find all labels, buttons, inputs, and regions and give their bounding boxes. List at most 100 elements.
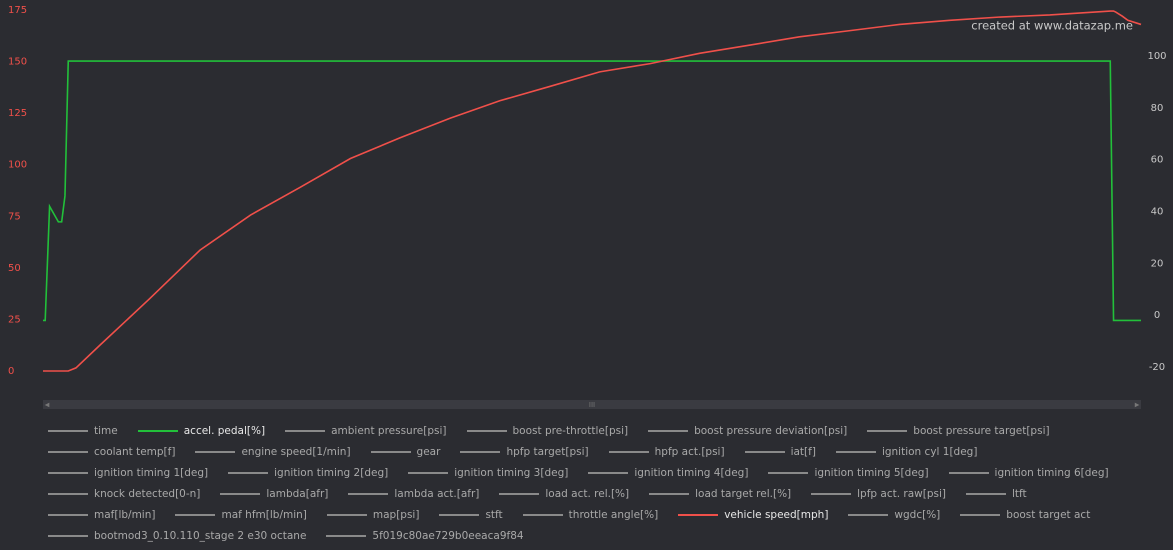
legend-label: throttle angle[%] [568,508,659,521]
y2-tick-label: 0 [1154,310,1160,321]
legend-item[interactable]: iat[f] [744,443,816,460]
legend-item[interactable]: wgdc[%] [848,506,940,523]
legend-swatch [966,492,1007,495]
legend-item[interactable]: boost pre-throttle[psi] [466,422,629,439]
legend-item[interactable]: map[psi] [326,506,420,523]
legend-label: ignition timing 6[deg] [994,466,1109,479]
legend-item[interactable]: gear [370,443,440,460]
legend-swatch [649,492,690,495]
legend-item[interactable]: engine speed[1/min] [195,443,351,460]
legend-item[interactable]: ignition cyl 1[deg] [835,443,978,460]
y2-tick-label: 40 [1151,207,1164,218]
legend-item[interactable]: load target rel.[%] [649,485,791,502]
y2-tick-label: 80 [1151,103,1164,114]
legend-swatch [285,429,326,432]
legend: time accel. pedal[%] ambient pressure[psi]… [48,422,1148,544]
legend-swatch [326,534,367,537]
legend-item[interactable]: time [48,422,118,439]
legend-swatch [588,471,629,474]
legend-item[interactable]: boost pressure deviation[psi] [648,422,847,439]
legend-item[interactable]: bootmod3_0.10.110_stage 2 e30 octane [48,527,306,544]
legend-label: boost pre-throttle[psi] [512,424,629,437]
legend-item[interactable]: 5f019c80ae729b0eeaca9f84 [326,527,524,544]
legend-swatch [744,450,785,453]
legend-swatch [370,450,411,453]
legend-item[interactable]: ignition timing 4[deg] [588,464,748,481]
y-tick-label: 175 [8,5,27,16]
legend-label: 5f019c80ae729b0eeaca9f84 [372,529,524,542]
legend-item[interactable]: ltft [966,485,1027,502]
legend-label: ignition timing 2[deg] [274,466,389,479]
legend-item[interactable]: ignition timing 6[deg] [948,464,1109,481]
legend-swatch [522,513,563,516]
legend-label: ltft [1012,487,1027,500]
legend-swatch [48,534,88,537]
legend-label: hpfp act.[psi] [654,445,725,458]
legend-label: ignition timing 4[deg] [634,466,749,479]
legend-item[interactable]: lpfp act. raw[psi] [811,485,946,502]
y-tick-label: 100 [8,160,27,171]
legend-item[interactable]: boost pressure target[psi] [867,422,1050,439]
legend-label: wgdc[%] [894,508,941,521]
legend-swatch [48,429,88,432]
legend-item[interactable]: load act. rel.[%] [499,485,629,502]
legend-item[interactable]: accel. pedal[%] [137,422,266,439]
y2-tick-label: -20 [1149,362,1165,373]
legend-swatch [48,513,88,516]
y-tick-label: 150 [8,57,27,68]
legend-label: hpfp target[psi] [506,445,589,458]
legend-item[interactable]: boost target act [960,506,1090,523]
legend-label: boost pressure deviation[psi] [694,424,848,437]
legend-item[interactable]: coolant temp[f] [48,443,175,460]
legend-swatch [175,513,216,516]
legend-label: lambda act.[afr] [394,487,480,500]
legend-label: ignition cyl 1[deg] [881,445,978,458]
legend-label: iat[f] [790,445,816,458]
legend-label: map[psi] [372,508,420,521]
legend-label: accel. pedal[%] [183,424,266,437]
legend-item[interactable]: ambient pressure[psi] [285,422,447,439]
legend-swatch [48,492,88,495]
legend-swatch [326,513,367,516]
legend-item[interactable]: lambda[afr] [220,485,328,502]
legend-swatch [220,492,261,495]
legend-item[interactable]: hpfp target[psi] [460,443,589,460]
scroll-right[interactable]: ▶ [1135,402,1140,409]
y-tick-label: 25 [8,314,21,325]
legend-item[interactable]: ignition timing 2[deg] [228,464,388,481]
chart: created at www.datazap.me III ◀ ▶ 0 25 50 7… [8,5,1167,409]
legend-swatch [768,471,809,474]
legend-swatch [48,450,88,453]
legend-label: ignition timing 3[deg] [454,466,569,479]
scrollbar[interactable] [43,400,1141,409]
legend-item[interactable]: maf[lb/min] [48,506,155,523]
legend-swatch [960,513,1001,516]
legend-item[interactable]: vehicle speed[mph] [678,506,828,523]
legend-label: maf[lb/min] [94,508,156,521]
legend-item[interactable]: hpfp act.[psi] [608,443,725,460]
y2-tick-label: 60 [1151,155,1164,166]
legend-item[interactable]: stft [439,506,503,523]
legend-label: coolant temp[f] [94,445,176,458]
legend-label: ignition timing 1[deg] [94,466,209,479]
legend-item[interactable]: ignition timing 1[deg] [48,464,208,481]
y2-tick-label: 20 [1151,258,1164,269]
scroll-left[interactable]: ◀ [45,402,50,409]
legend-swatch [137,429,178,432]
legend-swatch [408,471,449,474]
legend-item[interactable]: lambda act.[afr] [348,485,479,502]
legend-item[interactable]: knock detected[0-n] [48,485,200,502]
legend-item[interactable]: throttle angle[%] [522,506,659,523]
legend-label: lambda[afr] [266,487,329,500]
series-line [43,10,1142,372]
y-tick-label: 75 [8,211,21,222]
legend-item[interactable]: maf hfm[lb/min] [175,506,307,523]
legend-swatch [460,450,501,453]
legend-item[interactable]: ignition timing 3[deg] [408,464,568,481]
legend-swatch [48,471,88,474]
legend-item[interactable]: ignition timing 5[deg] [768,464,929,481]
legend-label: maf hfm[lb/min] [221,508,307,521]
legend-label: ambient pressure[psi] [331,424,447,437]
scroll-grip: III [589,401,595,409]
